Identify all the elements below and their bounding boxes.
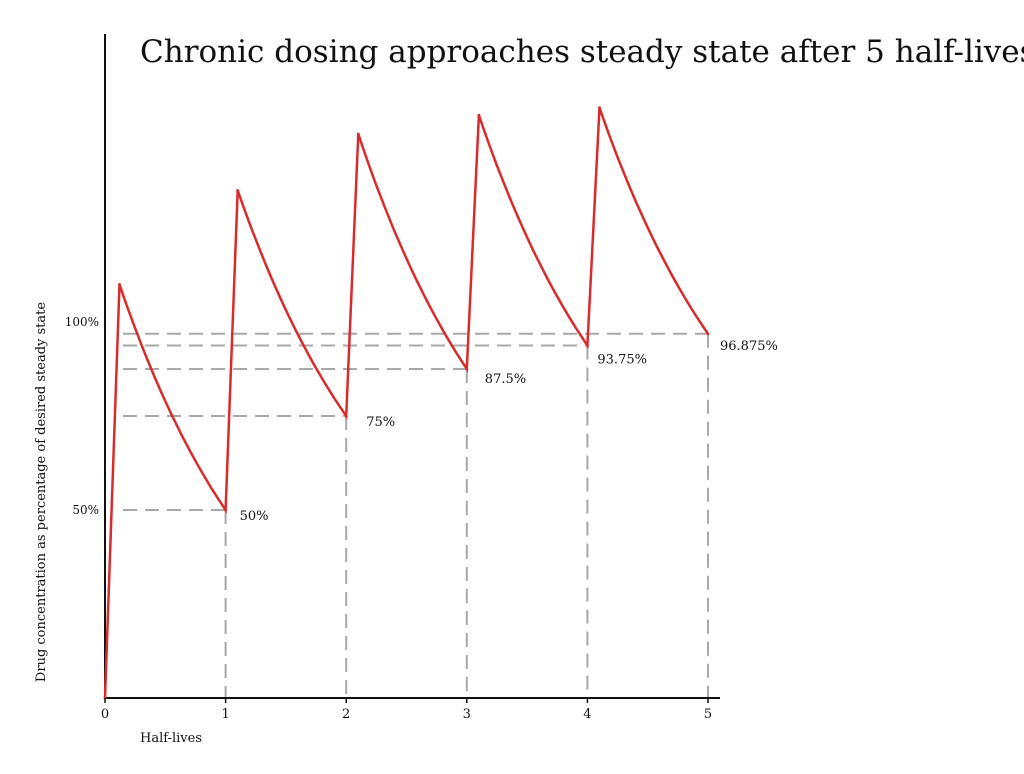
series xyxy=(103,106,710,700)
y-tick-label-50: 50% xyxy=(72,503,99,517)
data-point-8 xyxy=(586,344,589,347)
ticks: 0 1 2 3 4 5 100% 50% xyxy=(65,315,712,722)
series-line xyxy=(103,107,710,699)
axes xyxy=(104,34,720,699)
y-tick-label-100: 100% xyxy=(65,315,99,329)
annotation-96.875%: 96.875% xyxy=(720,339,778,354)
data-point-1 xyxy=(118,283,121,286)
annotation-87.5%: 87.5% xyxy=(485,372,526,387)
data-point-4 xyxy=(344,414,348,418)
data-point-2 xyxy=(224,508,228,512)
annotations: 50% 75% 87.5% 93.75% 96.875% xyxy=(240,339,778,524)
chart-title: Chronic dosing approaches steady state a… xyxy=(140,34,1024,70)
annotation-93.75%: 93.75% xyxy=(597,353,647,368)
annotation-75%: 75% xyxy=(366,415,395,430)
x-tick-label-3: 3 xyxy=(463,707,471,722)
x-tick-label-2: 2 xyxy=(342,707,350,722)
annotation-50%: 50% xyxy=(240,509,269,524)
y-axis-label: Drug concentration as percentage of desi… xyxy=(34,302,49,682)
data-point-5 xyxy=(356,132,360,136)
data-point-10 xyxy=(706,332,710,336)
data-point-9 xyxy=(598,106,601,110)
x-tick-label-0: 0 xyxy=(101,707,109,722)
data-point-3 xyxy=(236,189,240,192)
data-point-7 xyxy=(477,113,481,117)
data-point-6 xyxy=(465,367,469,371)
guide-lines xyxy=(123,332,709,698)
x-tick-label-5: 5 xyxy=(704,707,712,722)
x-tick-label-4: 4 xyxy=(583,707,591,722)
x-tick-label-1: 1 xyxy=(221,707,229,722)
x-axis-label: Half-lives xyxy=(140,731,202,746)
